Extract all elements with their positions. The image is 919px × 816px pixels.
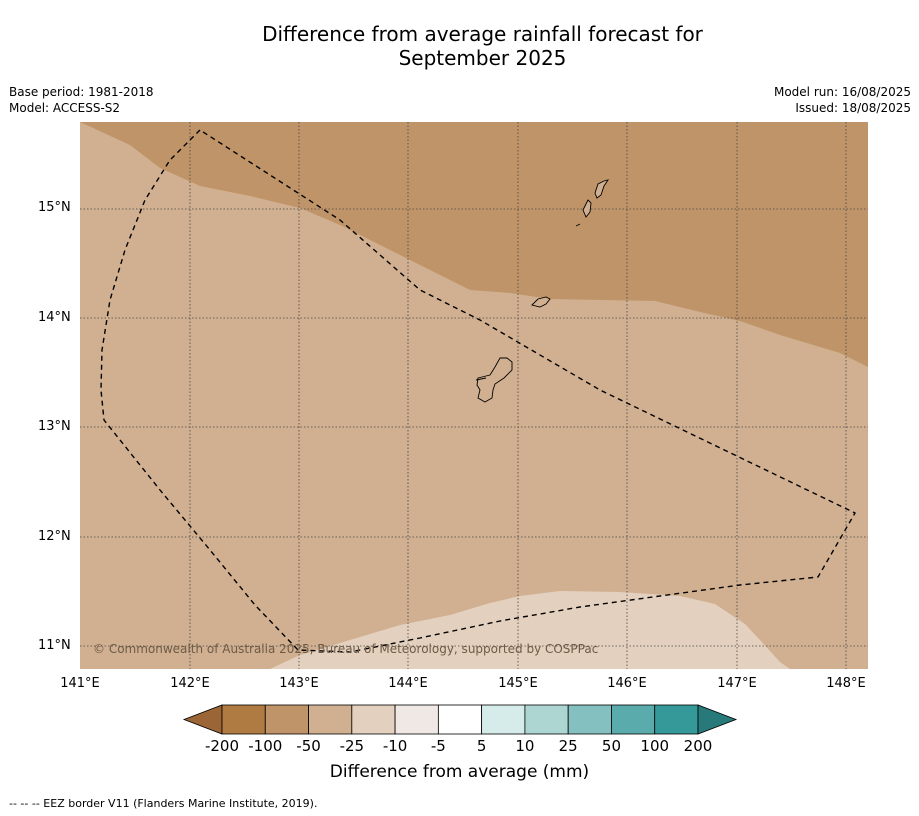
colorbar-swatch: [437, 704, 483, 735]
colorbar-swatch: [654, 704, 699, 735]
colorbar-swatch: [221, 704, 266, 735]
chart-title: Difference from average rainfall forecas…: [0, 22, 919, 70]
colorbar-tick-label: 200: [683, 737, 713, 755]
colorbar-arrow-high: [697, 704, 738, 735]
lat-label-15n: 15°N: [38, 200, 71, 215]
colorbar-tick-label: 100: [640, 737, 670, 755]
map-gridlines: [80, 122, 868, 669]
guam-island: [476, 357, 513, 403]
guam-outline-detail: [475, 377, 487, 381]
lon-label-147e: 147°E: [717, 676, 757, 691]
colorbar-tick-label: 10: [515, 737, 535, 755]
colorbar-tick-label: 50: [601, 737, 621, 755]
colorbar-tick-label: 5: [476, 737, 487, 755]
lon-label-141e: 141°E: [60, 676, 100, 691]
zone-minus-10-to-minus-5: [270, 591, 790, 669]
colorbar-swatch: [611, 704, 656, 735]
colorbar-tick-label: 25: [558, 737, 578, 755]
meta-left: Base period: 1981-2018 Model: ACCESS-S2: [9, 84, 154, 116]
colorbar-tick-label: -100: [248, 737, 283, 755]
colorbar-tick-label: -200: [204, 737, 240, 755]
colorbar-tick-label: -5: [430, 737, 446, 755]
lon-label-146e: 146°E: [607, 676, 647, 691]
tinian-island: [582, 199, 592, 218]
colorbar-swatch: [264, 704, 309, 735]
colorbar: [182, 704, 738, 735]
base-period-text: Base period: 1981-2018: [9, 85, 154, 99]
lat-label-11n: 11°N: [38, 638, 71, 653]
copyright-text: © Commonwealth of Australia 2025, Bureau…: [93, 642, 599, 656]
lon-label-143e: 143°E: [279, 676, 319, 691]
colorbar-swatch: [394, 704, 439, 735]
eez-border: [100, 129, 856, 653]
lat-label-12n: 12°N: [38, 529, 71, 544]
aguijan-island: [575, 223, 581, 227]
colorbar-swatch: [524, 704, 569, 735]
lon-label-144e: 144°E: [388, 676, 428, 691]
colorbar-swatch: [481, 704, 526, 735]
colorbar-swatch: [351, 704, 396, 735]
lon-label-145e: 145°E: [498, 676, 538, 691]
saipan-island: [594, 179, 610, 199]
colorbar-swatch: [567, 704, 612, 735]
issued-text: Issued: 18/08/2025: [795, 101, 911, 115]
colorbar-swatch: [308, 704, 353, 735]
model-text: Model: ACCESS-S2: [9, 101, 121, 115]
lon-label-142e: 142°E: [170, 676, 210, 691]
colorbar-tick-label: -10: [382, 737, 408, 755]
lon-label-148e: 148°E: [826, 676, 866, 691]
rota-island: [531, 296, 551, 308]
lat-label-13n: 13°N: [38, 419, 71, 434]
meta-right: Model run: 16/08/2025 Issued: 18/08/2025: [774, 84, 911, 116]
lat-label-14n: 14°N: [38, 310, 71, 325]
colorbar-tick-label: -25: [339, 737, 365, 755]
colorbar-tick-label: -50: [296, 737, 321, 755]
eez-footnote: -- -- -- EEZ border V11 (Flanders Marine…: [9, 797, 318, 810]
title-line-1: Difference from average rainfall forecas…: [262, 22, 703, 46]
model-run-text: Model run: 16/08/2025: [773, 85, 911, 99]
islands: [476, 179, 610, 403]
colorbar-arrow-low: [182, 704, 223, 735]
title-line-2: September 2025: [398, 46, 567, 70]
zone-minus-100-to-minus-50: [80, 122, 868, 367]
colorbar-title: Difference from average (mm): [329, 762, 590, 782]
map-plot-area: [80, 122, 868, 669]
